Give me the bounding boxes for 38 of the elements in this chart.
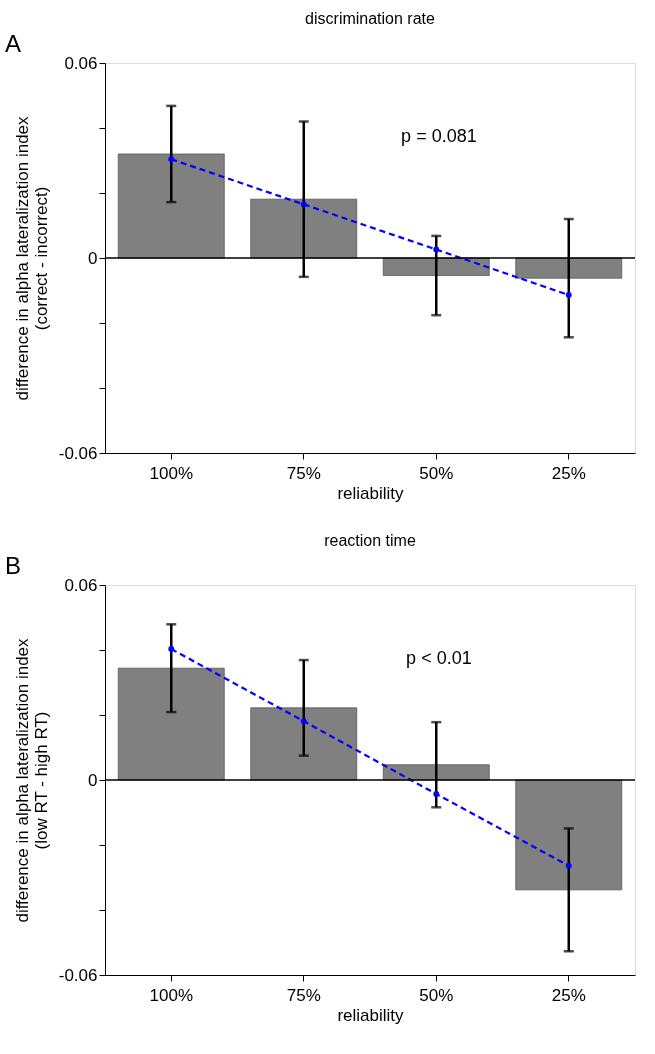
x-tick-label: 75% — [286, 985, 321, 1005]
text: B — [5, 552, 22, 579]
x-tick-label: 25% — [551, 985, 586, 1005]
y-tick-label: 0 — [88, 248, 98, 268]
text: A — [5, 30, 22, 57]
point — [300, 201, 307, 208]
y-tick-label: -0.06 — [58, 965, 98, 985]
y-axis-title: difference in alpha lateralization index (low RT - high RT) — [12, 637, 51, 923]
x-tick-label: 75% — [286, 463, 321, 483]
x-tick-label: 50% — [419, 463, 454, 483]
bar — [117, 667, 225, 781]
point — [168, 646, 175, 652]
bar — [515, 779, 623, 891]
y-tick-label: 0.06 — [64, 575, 98, 595]
point — [168, 156, 175, 163]
point — [565, 862, 572, 869]
point — [433, 791, 440, 797]
x-tick-label: 100% — [149, 985, 193, 1005]
bar — [515, 257, 623, 279]
annotation: p = 0.081 — [401, 126, 477, 147]
chart-title: reaction time — [324, 532, 416, 549]
x-tick-label: 50% — [419, 985, 454, 1005]
x-tick-label: 25% — [551, 463, 586, 483]
x-tick-label: 100% — [149, 463, 193, 483]
bar — [117, 153, 225, 259]
y-tick-label: 0 — [88, 770, 98, 790]
point — [300, 718, 307, 725]
annotation: p < 0.01 — [406, 648, 472, 669]
y-axis-title: difference in alpha lateralization index (correct - incorrect) — [12, 115, 51, 401]
point — [433, 246, 440, 253]
bar — [250, 198, 358, 259]
chart-title: discrimination rate — [305, 10, 436, 27]
x-axis-title: reliability — [337, 483, 405, 503]
point — [565, 292, 572, 298]
y-tick-label: 0.06 — [64, 53, 98, 73]
bar — [250, 707, 358, 781]
y-tick-label: -0.06 — [58, 443, 98, 463]
x-axis-title: reliability — [337, 1005, 405, 1025]
